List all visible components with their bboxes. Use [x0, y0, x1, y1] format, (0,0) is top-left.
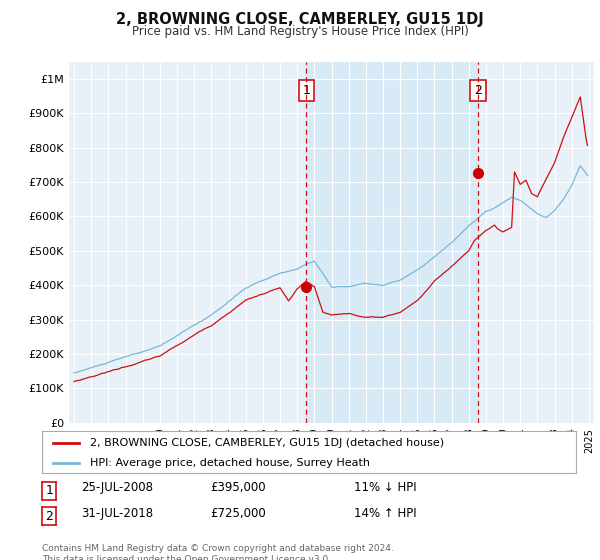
- Text: £395,000: £395,000: [210, 481, 266, 494]
- Text: HPI: Average price, detached house, Surrey Heath: HPI: Average price, detached house, Surr…: [90, 458, 370, 468]
- Text: Contains HM Land Registry data © Crown copyright and database right 2024.
This d: Contains HM Land Registry data © Crown c…: [42, 544, 394, 560]
- Text: Price paid vs. HM Land Registry's House Price Index (HPI): Price paid vs. HM Land Registry's House …: [131, 25, 469, 38]
- Text: 2: 2: [474, 84, 482, 97]
- Text: 1: 1: [302, 84, 310, 97]
- Text: £725,000: £725,000: [210, 507, 266, 520]
- Bar: [307, 62, 478, 423]
- Text: 2, BROWNING CLOSE, CAMBERLEY, GU15 1DJ: 2, BROWNING CLOSE, CAMBERLEY, GU15 1DJ: [116, 12, 484, 27]
- Text: 25-JUL-2008: 25-JUL-2008: [81, 481, 153, 494]
- Text: 11% ↓ HPI: 11% ↓ HPI: [354, 481, 416, 494]
- Text: 2: 2: [45, 510, 53, 523]
- Text: 31-JUL-2018: 31-JUL-2018: [81, 507, 153, 520]
- Text: 2, BROWNING CLOSE, CAMBERLEY, GU15 1DJ (detached house): 2, BROWNING CLOSE, CAMBERLEY, GU15 1DJ (…: [90, 438, 444, 448]
- Text: 14% ↑ HPI: 14% ↑ HPI: [354, 507, 416, 520]
- Text: 1: 1: [45, 484, 53, 497]
